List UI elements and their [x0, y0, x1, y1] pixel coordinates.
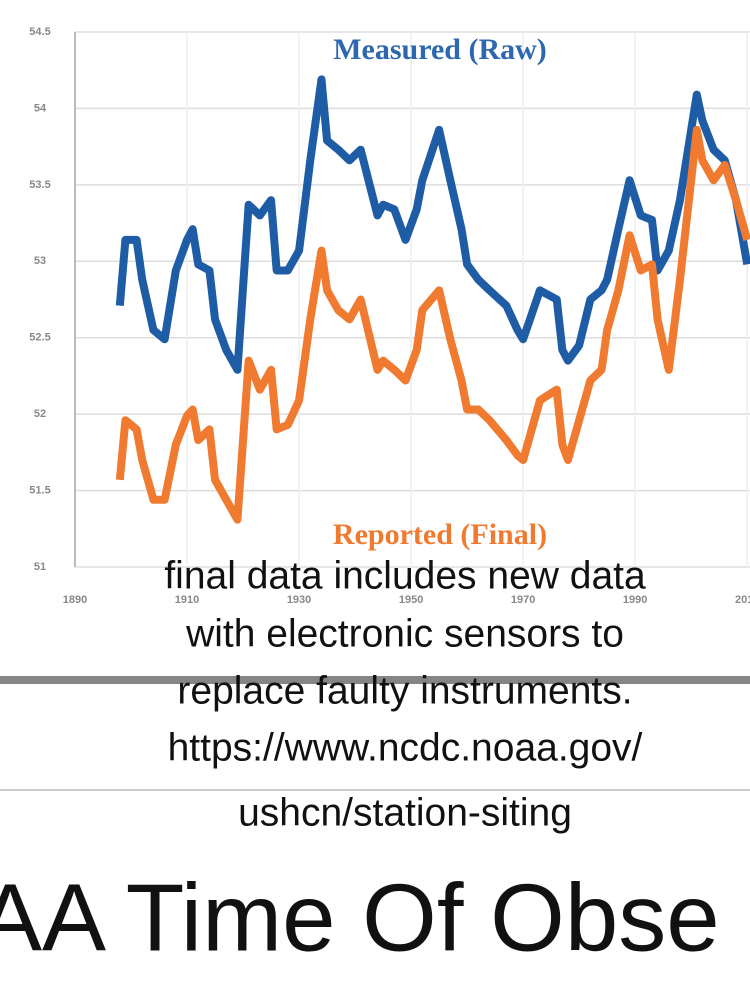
caption-line: https://www.ncdc.noaa.gov/	[168, 726, 643, 769]
annotation: Measured (Raw)	[333, 33, 547, 66]
caption-line: ushcn/station-siting	[238, 791, 572, 834]
series-line	[115, 75, 750, 374]
plot: 51 51.5 52 52.5 53 53.5 54 54.5 1890 1910 1930 1950…	[29, 26, 750, 606]
x-tick-label: 1970	[511, 594, 535, 606]
x-tick-label: 1990	[623, 594, 647, 606]
y-tick-label: 52.5	[29, 332, 50, 344]
x-tick-label: 1950	[399, 594, 423, 606]
series-line	[115, 125, 750, 524]
x-tick-label: 2010	[735, 594, 750, 606]
y-tick-label: 54.5	[29, 26, 50, 38]
frame-shadow	[0, 676, 750, 684]
caption: final data includes new data with electro…	[164, 554, 646, 834]
y-tick-label: 53	[34, 255, 46, 267]
annotation: Reported (Final)	[333, 518, 547, 551]
caption-line: final data includes new data	[164, 554, 646, 597]
x-tick-label: 1930	[287, 594, 311, 606]
caption-line: replace faulty instruments.	[177, 669, 632, 712]
x-tick-label: 1910	[175, 594, 199, 606]
caption-line: with electronic sensors to	[185, 612, 624, 655]
x-tick-label: 1890	[63, 594, 87, 606]
y-tick-label: 52	[34, 408, 46, 420]
heading: AA Time Of Obse	[0, 864, 720, 971]
y-tick-label: 51.5	[29, 484, 50, 496]
y-tick-label: 51	[34, 561, 46, 573]
y-tick-label: 54	[34, 102, 47, 114]
y-tick-label: 53.5	[29, 179, 50, 191]
